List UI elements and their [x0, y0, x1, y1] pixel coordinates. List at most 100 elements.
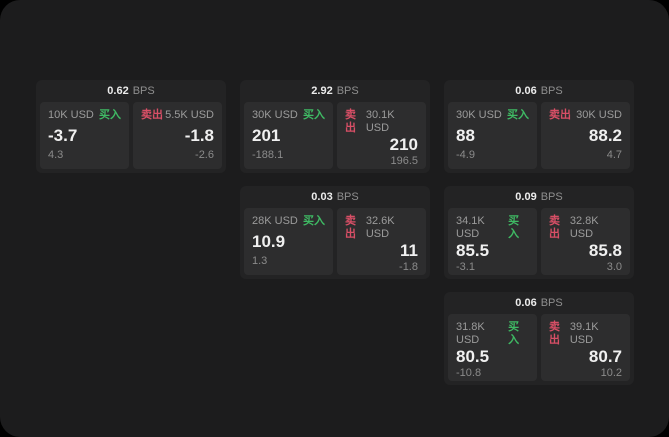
sell-amount: 32.6K USD: [365, 215, 395, 240]
spread-value: 2.92: [311, 85, 333, 97]
spread-header: 2.92 BPS: [244, 80, 426, 102]
spread-value: 0.06: [515, 297, 537, 309]
sell-amount: 30.1K USD: [365, 109, 395, 134]
sell-panel[interactable]: 卖出 30K USD 88.2 4.7: [541, 102, 630, 169]
buy-side-label: 买入: [99, 109, 121, 121]
sell-price: 88.2: [588, 125, 622, 145]
sell-panel[interactable]: 卖出 32.6K USD 11 -1.8: [337, 208, 426, 275]
quote-panels: 30K USD 买入 201 -188.1 卖出 30.1K USD 210 1…: [244, 102, 426, 169]
sell-panel[interactable]: 卖出 32.8K USD 85.8 3.0: [541, 208, 630, 275]
buy-panel-top: 10K USD 买入: [48, 109, 121, 122]
sell-panel-top: 卖出 30.1K USD: [345, 109, 418, 135]
sell-delta: -1.8: [399, 261, 418, 273]
spread-header: 0.06 BPS: [448, 80, 630, 102]
buy-panel-top: 28K USD 买入: [252, 215, 325, 228]
buy-delta: -4.9: [456, 149, 475, 161]
sell-side-label: 卖出: [345, 215, 356, 240]
sell-side-label: 卖出: [549, 215, 560, 240]
buy-panel[interactable]: 34.1K USD 买入 85.5 -3.1: [448, 208, 537, 275]
quote-panels: 28K USD 买入 10.9 1.3 卖出 32.6K USD 11 -1.8: [244, 208, 426, 275]
buy-amount: 30K USD: [456, 109, 502, 121]
buy-delta: 4.3: [48, 149, 64, 161]
quote-card: 2.92 BPS 30K USD 买入 201 -188.1 卖出 30.1K …: [240, 80, 430, 173]
quote-panels: 10K USD 买入 -3.7 4.3 卖出 5.5K USD -1.8 -2.…: [40, 102, 222, 169]
sell-delta: 196.5: [390, 155, 418, 167]
buy-amount: 28K USD: [252, 215, 298, 227]
buy-amount: 10K USD: [48, 109, 94, 121]
quote-card: 0.03 BPS 28K USD 买入 10.9 1.3 卖出 32.6K US…: [240, 186, 430, 279]
buy-side-label: 买入: [303, 109, 325, 121]
buy-side-label: 买入: [507, 109, 529, 121]
quote-card-grid: 0.62 BPS 10K USD 买入 -3.7 4.3 卖出 5.5K USD: [36, 80, 634, 385]
spread-header: 0.09 BPS: [448, 186, 630, 208]
sell-panel[interactable]: 卖出 5.5K USD -1.8 -2.6: [133, 102, 222, 169]
sell-panel[interactable]: 卖出 30.1K USD 210 196.5: [337, 102, 426, 169]
sell-price: 80.7: [588, 347, 622, 366]
spread-value: 0.03: [311, 191, 333, 203]
sell-panel[interactable]: 卖出 39.1K USD 80.7 10.2: [541, 314, 630, 381]
buy-side-label: 买入: [508, 321, 520, 346]
quote-card: 0.62 BPS 10K USD 买入 -3.7 4.3 卖出 5.5K USD: [36, 80, 226, 173]
sell-amount: 32.8K USD: [569, 215, 599, 240]
sell-amount: 30K USD: [576, 109, 622, 121]
sell-price: 85.8: [588, 241, 622, 260]
sell-price: 210: [389, 135, 418, 154]
sell-amount: 39.1K USD: [569, 321, 599, 346]
sell-panel-top: 卖出 5.5K USD: [141, 109, 214, 122]
spread-header: 0.62 BPS: [40, 80, 222, 102]
sell-delta: -2.6: [195, 149, 214, 161]
buy-amount: 34.1K USD: [456, 215, 485, 240]
quote-card: 0.06 BPS 31.8K USD 买入 80.5 -10.8 卖出 39.1…: [444, 292, 634, 385]
buy-price: 201: [252, 125, 281, 145]
sell-price: -1.8: [184, 125, 214, 145]
buy-delta: 1.3: [252, 255, 268, 267]
buy-delta: -188.1: [252, 149, 284, 161]
buy-panel-top: 31.8K USD 买入: [456, 321, 529, 347]
buy-panel-top: 34.1K USD 买入: [456, 215, 529, 241]
spread-unit: BPS: [540, 191, 563, 203]
spread-value: 0.09: [515, 191, 537, 203]
spread-value: 0.62: [107, 85, 129, 97]
buy-panel[interactable]: 10K USD 买入 -3.7 4.3: [40, 102, 129, 169]
sell-amount: 5.5K USD: [165, 109, 214, 121]
quote-panels: 34.1K USD 买入 85.5 -3.1 卖出 32.8K USD 85.8…: [448, 208, 630, 275]
buy-delta: -10.8: [456, 367, 482, 379]
buy-side-label: 买入: [508, 215, 520, 240]
buy-amount: 31.8K USD: [456, 321, 485, 346]
spread-unit: BPS: [336, 85, 359, 97]
sell-price: 11: [400, 241, 418, 260]
sell-side-label: 卖出: [345, 109, 356, 134]
sell-panel-top: 卖出 32.8K USD: [549, 215, 622, 241]
buy-price: -3.7: [48, 125, 78, 145]
quote-panels: 30K USD 买入 88 -4.9 卖出 30K USD 88.2 4.7: [448, 102, 630, 169]
sell-side-label: 卖出: [141, 109, 163, 121]
buy-panel-top: 30K USD 买入: [456, 109, 529, 122]
buy-panel[interactable]: 30K USD 买入 201 -188.1: [244, 102, 333, 169]
buy-side-label: 买入: [303, 215, 325, 227]
spread-unit: BPS: [336, 191, 359, 203]
buy-panel-top: 30K USD 买入: [252, 109, 325, 122]
quote-panels: 31.8K USD 买入 80.5 -10.8 卖出 39.1K USD 80.…: [448, 314, 630, 381]
sell-delta: 4.7: [606, 149, 622, 161]
buy-price: 85.5: [456, 241, 490, 260]
spread-unit: BPS: [540, 85, 563, 97]
sell-panel-top: 卖出 32.6K USD: [345, 215, 418, 241]
buy-price: 80.5: [456, 347, 490, 366]
buy-panel[interactable]: 28K USD 买入 10.9 1.3: [244, 208, 333, 275]
spread-unit: BPS: [132, 85, 155, 97]
spread-header: 0.06 BPS: [448, 292, 630, 314]
spread-value: 0.06: [515, 85, 537, 97]
sell-panel-top: 卖出 39.1K USD: [549, 321, 622, 347]
buy-panel[interactable]: 31.8K USD 买入 80.5 -10.8: [448, 314, 537, 381]
spread-unit: BPS: [540, 297, 563, 309]
sell-delta: 10.2: [600, 367, 622, 379]
sell-panel-top: 卖出 30K USD: [549, 109, 622, 122]
spread-header: 0.03 BPS: [244, 186, 426, 208]
buy-price: 88: [456, 125, 475, 145]
sell-delta: 3.0: [606, 261, 622, 273]
sell-side-label: 卖出: [549, 109, 571, 121]
buy-amount: 30K USD: [252, 109, 298, 121]
buy-panel[interactable]: 30K USD 买入 88 -4.9: [448, 102, 537, 169]
buy-delta: -3.1: [456, 261, 475, 273]
